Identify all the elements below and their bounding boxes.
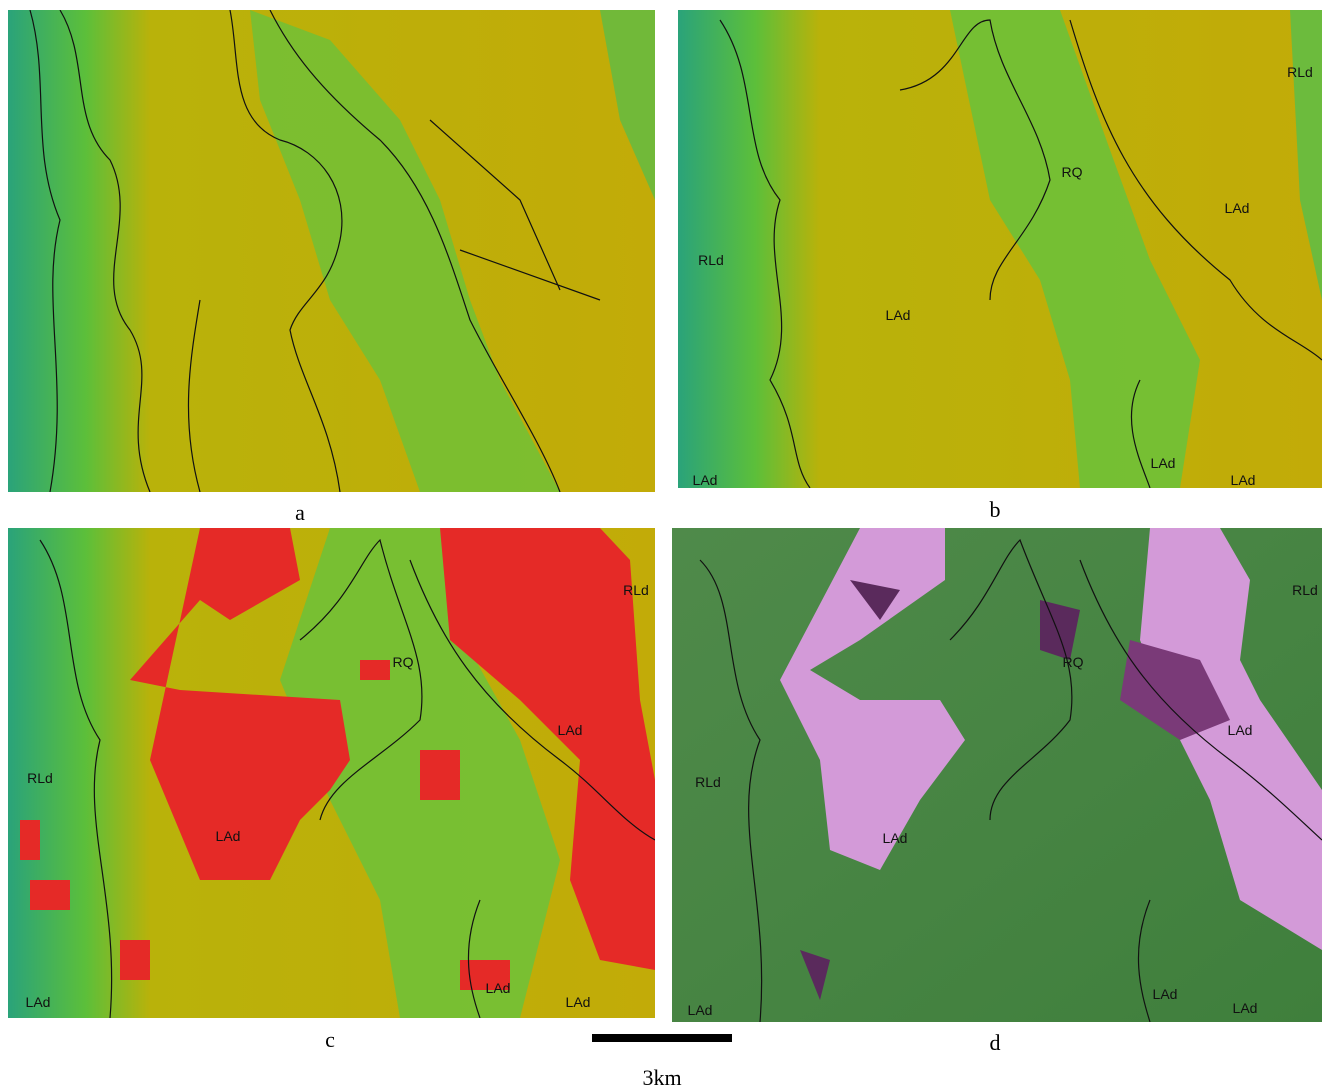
map-label: LAd [1228,722,1253,738]
map-label: LAd [688,1002,713,1018]
map-label: RQ [393,654,414,670]
panel-a-map [8,10,655,492]
panel-caption: d [990,1030,1001,1055]
panel-caption: c [325,1027,335,1052]
map-label: LAd [886,307,911,323]
map-label: LAd [26,994,51,1010]
scale-bar [592,1034,732,1042]
figure: 3km a b RLd RQ LAd RLd LAd LAd LAd LAd c RLd RQ LAd RL… [0,0,1324,1088]
map-label: LAd [1153,986,1178,1002]
map-label: LAd [1151,455,1176,471]
map-label: LAd [486,980,511,996]
map-label: RLd [1287,64,1313,80]
panel-d-map [672,528,1322,1022]
map-label: LAd [216,828,241,844]
map-label: LAd [693,472,718,488]
map-label: RLd [698,252,724,268]
scale-label: 3km [642,1065,681,1088]
panel-caption: a [295,500,305,525]
map-label: RLd [695,774,721,790]
map-label: LAd [883,830,908,846]
panel-c-map [8,528,655,1018]
panel-caption: b [990,497,1001,522]
panel-b-map [678,10,1322,488]
map-label: LAd [1231,472,1256,488]
map-label: RQ [1062,164,1083,180]
map-label: LAd [566,994,591,1010]
map-label: RLd [27,770,53,786]
map-label: LAd [1233,1000,1258,1016]
map-label: LAd [1225,200,1250,216]
map-label: RQ [1063,654,1084,670]
map-label: RLd [1292,582,1318,598]
map-label: LAd [558,722,583,738]
map-label: RLd [623,582,649,598]
